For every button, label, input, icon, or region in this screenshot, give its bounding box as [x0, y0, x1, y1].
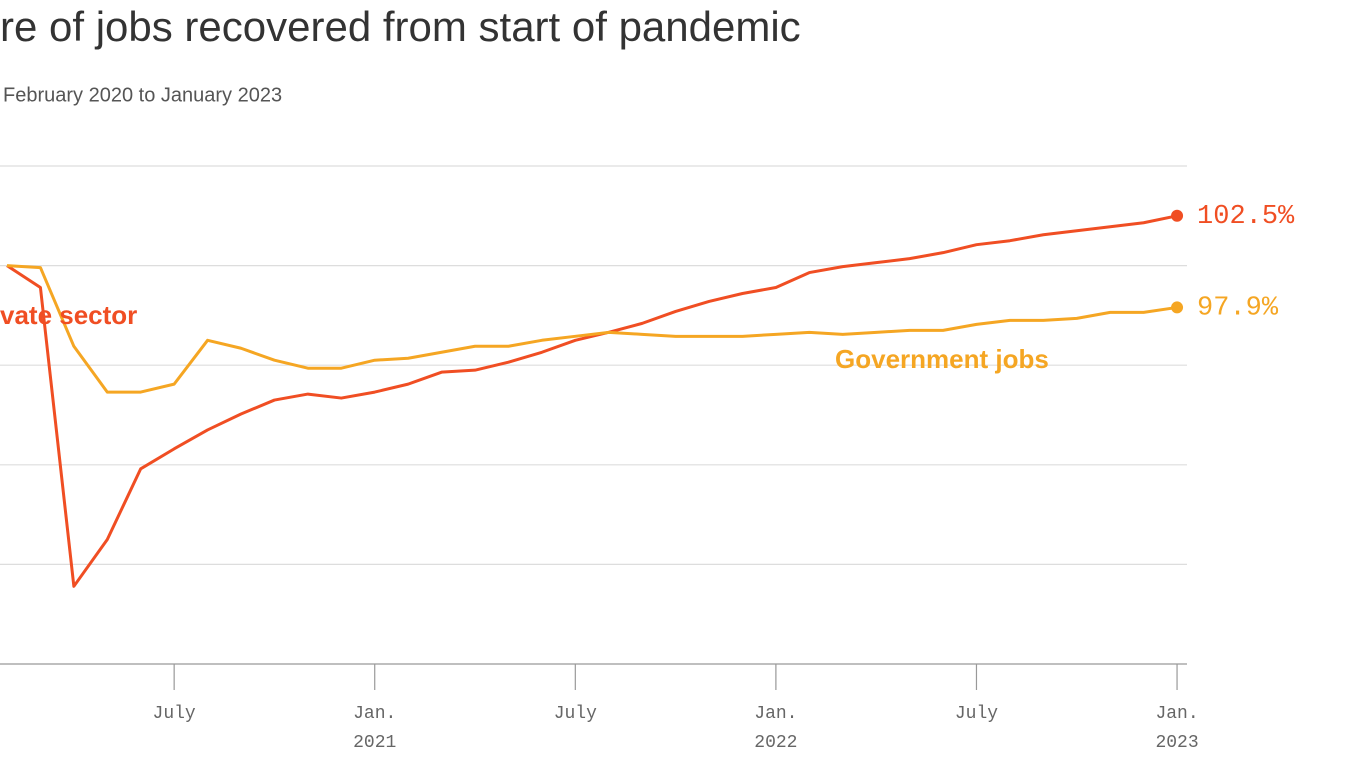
series-line	[6, 214, 1178, 588]
x-tick-label: 2023	[1155, 733, 1198, 753]
chart-title: re of jobs recovered from start of pande…	[0, 3, 801, 50]
x-tick-label: 2021	[353, 733, 396, 753]
end-point	[1171, 209, 1184, 222]
series-line	[6, 264, 1178, 394]
chart-subtitle: February 2020 to January 2023	[3, 84, 282, 106]
x-tick-label: Jan.	[1155, 704, 1198, 724]
end-label: 97.9%	[1197, 294, 1279, 324]
x-tick-label: Jan.	[353, 704, 396, 724]
x-tick-label: 2022	[754, 733, 797, 753]
end-point	[1171, 301, 1184, 314]
x-tick-label: July	[153, 704, 196, 724]
x-tick-label: July	[554, 704, 597, 724]
x-tick-label: Jan.	[754, 704, 797, 724]
end-label: 102.5%	[1197, 202, 1295, 232]
x-tick-label: July	[955, 704, 998, 724]
series-label: vate sector	[0, 300, 137, 330]
series-label: Government jobs	[835, 344, 1049, 374]
